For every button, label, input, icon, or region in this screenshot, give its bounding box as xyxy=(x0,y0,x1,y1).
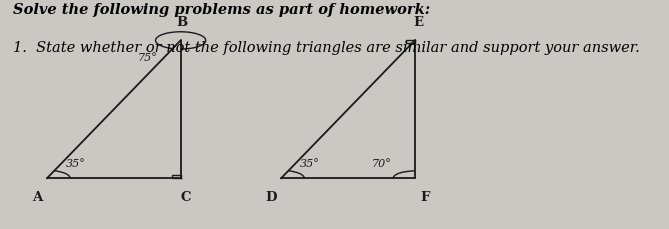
Text: 70°: 70° xyxy=(371,158,391,168)
Text: 35°: 35° xyxy=(300,158,320,168)
Text: 1.  State whether or not the following triangles are similar and support your an: 1. State whether or not the following tr… xyxy=(13,41,640,55)
Text: 35°: 35° xyxy=(66,158,86,168)
Text: B: B xyxy=(177,16,187,29)
Text: F: F xyxy=(420,191,429,203)
Text: Solve the following problems as part of homework:: Solve the following problems as part of … xyxy=(13,3,431,17)
Text: C: C xyxy=(181,191,191,203)
Text: A: A xyxy=(31,191,42,203)
Text: D: D xyxy=(265,191,277,203)
Text: 75°: 75° xyxy=(137,53,157,63)
Text: E: E xyxy=(413,16,423,29)
